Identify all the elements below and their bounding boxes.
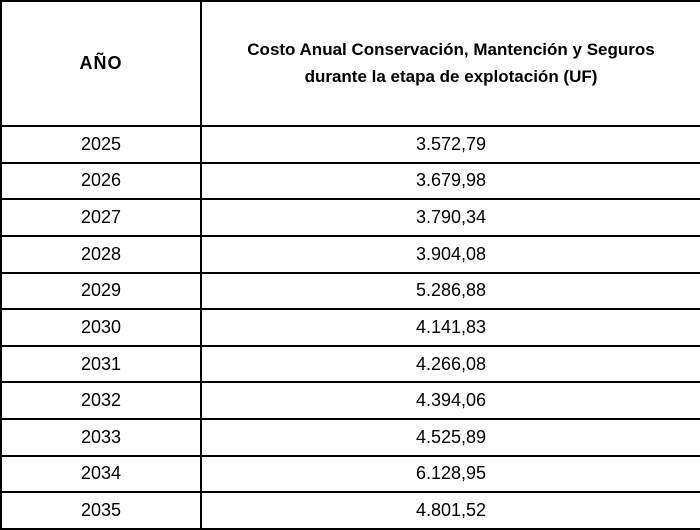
year-cell: 2034 — [0, 454, 202, 494]
cost-cell: 3.790,34 — [200, 198, 700, 237]
year-cell: 2028 — [0, 234, 202, 274]
table-row: 2032 4.394,06 — [0, 381, 700, 420]
cost-cell: 5.286,88 — [200, 271, 700, 311]
column-header-year: AÑO — [0, 0, 202, 127]
cost-cell: 4.394,06 — [200, 381, 700, 420]
year-cell: 2031 — [0, 344, 202, 384]
cost-cell: 3.904,08 — [200, 234, 700, 274]
year-cell: 2026 — [0, 161, 202, 201]
year-cell: 2030 — [0, 308, 202, 347]
header-row: AÑO Costo Anual Conservación, Mantención… — [0, 0, 700, 127]
cost-cell: 3.572,79 — [200, 125, 700, 164]
table-row: 2035 4.801,52 — [0, 491, 700, 530]
table-row: 2026 3.679,98 — [0, 161, 700, 201]
table-row: 2030 4.141,83 — [0, 308, 700, 347]
year-cell: 2035 — [0, 491, 202, 530]
table-row: 2027 3.790,34 — [0, 198, 700, 237]
year-cell: 2032 — [0, 381, 202, 420]
year-cell: 2025 — [0, 125, 202, 164]
table-body: 2025 3.572,79 2026 3.679,98 2027 3.790,34 2028… — [0, 125, 700, 530]
cost-cell: 4.525,89 — [200, 418, 700, 457]
cost-cell: 4.266,08 — [200, 344, 700, 384]
cost-cell: 6.128,95 — [200, 454, 700, 494]
cost-cell: 3.679,98 — [200, 161, 700, 201]
table-row: 2033 4.525,89 — [0, 418, 700, 457]
year-cell: 2033 — [0, 418, 202, 457]
table-row: 2031 4.266,08 — [0, 344, 700, 384]
table-row: 2029 5.286,88 — [0, 271, 700, 311]
cost-cell: 4.801,52 — [200, 491, 700, 530]
cost-cell: 4.141,83 — [200, 308, 700, 347]
year-cell: 2029 — [0, 271, 202, 311]
table-row: 2025 3.572,79 — [0, 125, 700, 164]
table-header: AÑO Costo Anual Conservación, Mantención… — [0, 0, 700, 127]
table-row: 2028 3.904,08 — [0, 234, 700, 274]
column-header-cost: Costo Anual Conservación, Mantención y S… — [200, 0, 700, 127]
year-cell: 2027 — [0, 198, 202, 237]
table-row: 2034 6.128,95 — [0, 454, 700, 494]
